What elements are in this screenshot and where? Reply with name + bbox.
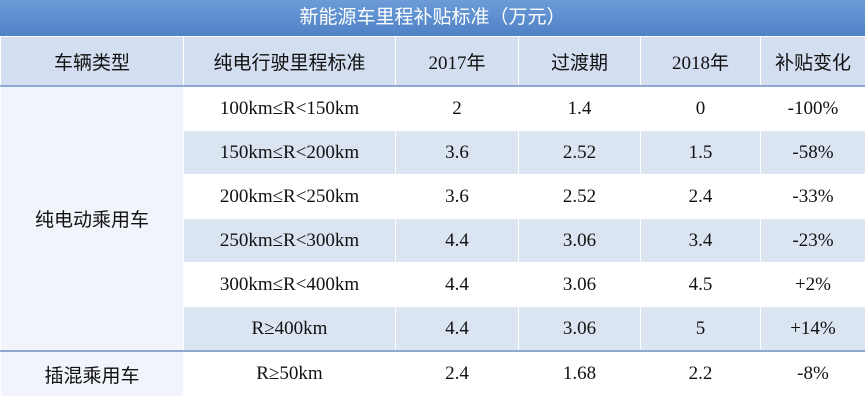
header-cell: 2017年 — [395, 36, 519, 87]
table-row: 纯电动乘用车 100km≤R<150km 2 1.4 0 -100% — [0, 85, 865, 352]
header-row: 车辆类型 纯电行驶里程标准 2017年 过渡期 2018年 补贴变化 — [0, 36, 865, 87]
data-cell: 200km≤R<250km — [183, 174, 396, 219]
table-row: 插混乘用车 R≥50km 2.4 1.68 2.2 -8% — [0, 350, 865, 397]
subsidy-table: 车辆类型 纯电行驶里程标准 2017年 过渡期 2018年 补贴变化 纯电动乘用车 100k… — [0, 36, 865, 397]
data-cell: -33% — [760, 174, 865, 219]
data-cell: -100% — [760, 85, 865, 131]
table-row: 150km≤R<200km 3.6 2.52 1.5 -58% — [1, 130, 865, 175]
data-cell: 1.5 — [640, 130, 761, 175]
vehicle-type-cell: 纯电动乘用车 — [0, 85, 184, 352]
data-cell: 3.06 — [518, 262, 641, 307]
header-cell: 过渡期 — [518, 36, 641, 87]
data-cell: 4.5 — [640, 262, 761, 307]
data-cell: -8% — [760, 350, 865, 397]
data-cell: 5 — [640, 306, 761, 352]
data-cell: R≥50km — [183, 350, 396, 397]
table-title: 新能源车里程补贴标准（万元） — [0, 0, 865, 36]
header-cell: 车辆类型 — [0, 36, 184, 87]
data-cell: 4.4 — [395, 262, 519, 307]
header-cell: 2018年 — [640, 36, 761, 87]
data-cell: 2.2 — [640, 350, 761, 397]
data-cell: 0 — [640, 85, 761, 131]
table-row: 250km≤R<300km 4.4 3.06 3.4 -23% — [1, 218, 865, 263]
table-row: R≥400km 4.4 3.06 5 +14% — [1, 306, 865, 352]
data-cell: -23% — [760, 218, 865, 263]
data-cell: 2 — [395, 85, 519, 131]
data-cell: 3.06 — [518, 218, 641, 263]
data-cell: 3.4 — [640, 218, 761, 263]
data-cell: 1.4 — [518, 85, 641, 131]
data-cell: +2% — [760, 262, 865, 307]
header-cell: 补贴变化 — [760, 36, 865, 87]
table-row: 200km≤R<250km 3.6 2.52 2.4 -33% — [1, 174, 865, 219]
data-cell: 100km≤R<150km — [183, 85, 396, 131]
data-cell: 2.52 — [518, 174, 641, 219]
table-body: 纯电动乘用车 100km≤R<150km 2 1.4 0 -100% 150km≤R<200… — [0, 85, 865, 397]
data-cell: 3.6 — [395, 130, 519, 175]
data-cell: R≥400km — [183, 306, 396, 352]
data-cell: 300km≤R<400km — [183, 262, 396, 307]
data-cell: 150km≤R<200km — [183, 130, 396, 175]
data-cell: 2.4 — [395, 350, 519, 397]
data-cell: -58% — [760, 130, 865, 175]
data-cell: +14% — [760, 306, 865, 352]
data-cell: 4.4 — [395, 218, 519, 263]
data-cell: 1.68 — [518, 350, 641, 397]
vehicle-type-cell: 插混乘用车 — [0, 350, 184, 397]
data-cell: 4.4 — [395, 306, 519, 352]
data-cell: 2.4 — [640, 174, 761, 219]
data-cell: 250km≤R<300km — [183, 218, 396, 263]
data-cell: 3.6 — [395, 174, 519, 219]
data-cell: 3.06 — [518, 306, 641, 352]
table-row: 300km≤R<400km 4.4 3.06 4.5 +2% — [1, 262, 865, 307]
header-cell: 纯电行驶里程标准 — [183, 36, 396, 87]
data-cell: 2.52 — [518, 130, 641, 175]
